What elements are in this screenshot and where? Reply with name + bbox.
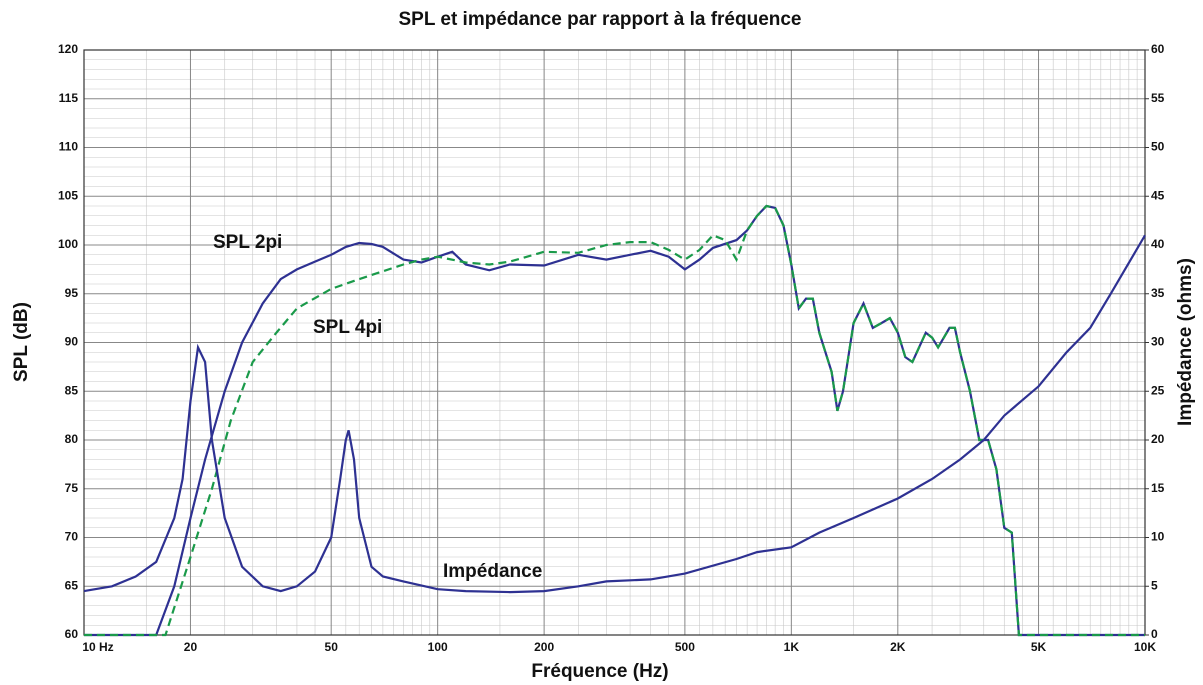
y-tick-label: 85 — [65, 383, 79, 397]
series-label: SPL 2pi — [213, 232, 282, 253]
y2-tick-label: 5 — [1151, 578, 1158, 592]
y-tick-label: 65 — [65, 578, 79, 592]
y2-tick-label: 45 — [1151, 188, 1165, 202]
y-tick-label: 90 — [65, 335, 79, 349]
x-tick-label: 100 — [428, 640, 448, 654]
x-tick-label: 2K — [890, 640, 906, 654]
y-tick-label: 110 — [59, 140, 79, 154]
series-line — [84, 204, 1145, 637]
y-axis-label: SPL (dB) — [11, 302, 32, 382]
x-tick-label: 5K — [1031, 640, 1047, 654]
y-tick-label: 60 — [65, 627, 79, 641]
y2-tick-label: 60 — [1151, 42, 1165, 56]
x-tick-label: 10K — [1134, 640, 1156, 654]
chart-title: SPL et impédance par rapport à la fréque… — [399, 9, 802, 30]
y2-axis-label: Impédance (ohms) — [1175, 258, 1196, 426]
series-line — [83, 234, 1146, 594]
y2-tick-label: 30 — [1151, 335, 1165, 349]
x-tick-label: 20 — [184, 640, 198, 654]
y2-tick-label: 25 — [1151, 383, 1165, 397]
y2-tick-label: 40 — [1151, 237, 1165, 251]
y2-tick-label: 0 — [1151, 627, 1158, 641]
y-tick-label: 105 — [58, 188, 78, 202]
y2-tick-label: 20 — [1151, 432, 1165, 446]
y-tick-label: 100 — [58, 237, 78, 251]
y-tick-label: 80 — [65, 432, 79, 446]
y2-tick-label: 55 — [1151, 91, 1165, 105]
x-tick-label: 200 — [534, 640, 554, 654]
x-tick-label: 1K — [784, 640, 800, 654]
x-tick-label: 10 Hz — [82, 640, 113, 654]
y-tick-label: 75 — [65, 481, 79, 495]
series-label: SPL 4pi — [313, 317, 382, 338]
y2-tick-label: 10 — [1151, 530, 1165, 544]
x-tick-label: 50 — [325, 640, 339, 654]
x-tick-label: 500 — [675, 640, 695, 654]
y-tick-label: 95 — [65, 286, 79, 300]
y-tick-label: 115 — [59, 91, 79, 105]
y2-tick-label: 50 — [1151, 140, 1165, 154]
x-axis-label: Fréquence (Hz) — [531, 661, 668, 682]
y2-tick-label: 15 — [1151, 481, 1165, 495]
plot-frame — [83, 49, 1146, 636]
y-tick-label: 120 — [58, 42, 78, 56]
y-tick-label: 70 — [65, 530, 79, 544]
series-label: Impédance — [443, 561, 542, 582]
y2-tick-label: 35 — [1151, 286, 1165, 300]
